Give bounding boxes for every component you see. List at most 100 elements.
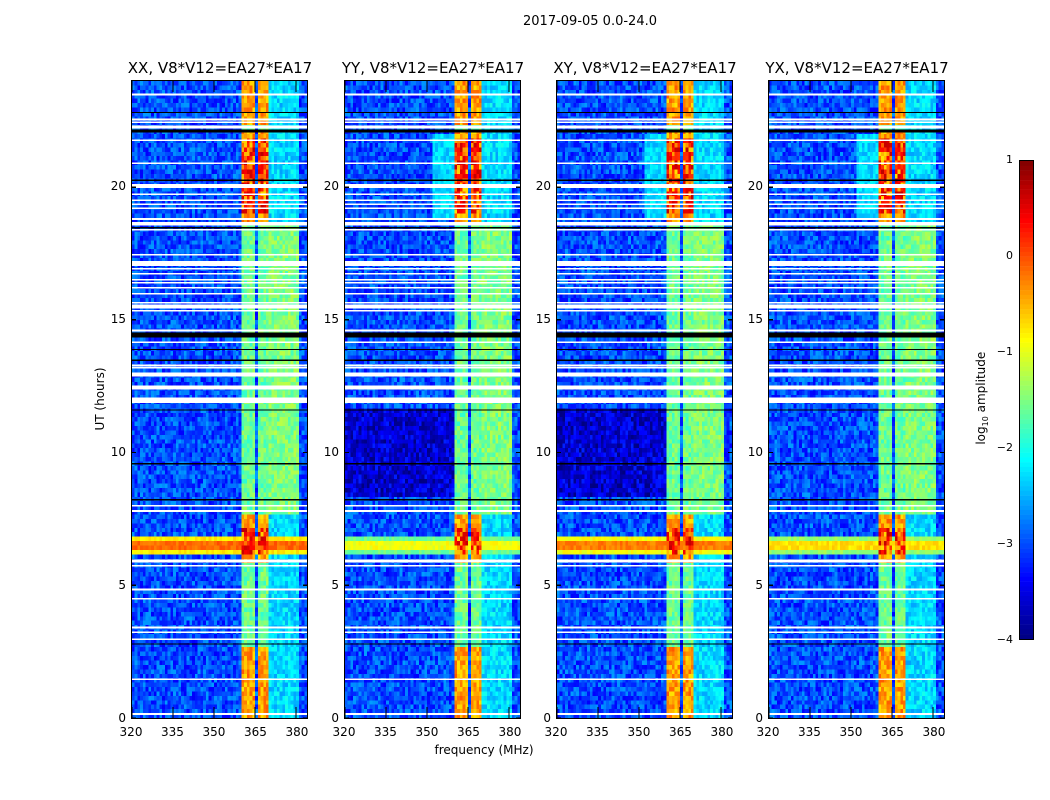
- heatmap-cell: [164, 235, 168, 241]
- heatmap-cell: [301, 94, 305, 99]
- heatmap-cell: [304, 111, 307, 117]
- heatmap-cell: [238, 368, 242, 374]
- heatmap-cell: [192, 390, 195, 396]
- heatmap-cell: [279, 240, 283, 245]
- heatmap-cell: [238, 98, 242, 104]
- heatmap-cell: [296, 346, 299, 351]
- heatmap-cell: [230, 364, 234, 369]
- heatmap-cell: [268, 173, 272, 179]
- heatmap-cell: [276, 249, 280, 254]
- heatmap-cell: [222, 103, 226, 108]
- heatmap-cell: [186, 381, 190, 387]
- heatmap-cell: [290, 218, 294, 223]
- heatmap-cell: [183, 116, 187, 121]
- heatmap-cell: [192, 337, 195, 343]
- heatmap-cell: [246, 151, 250, 157]
- heatmap-cell: [260, 111, 264, 117]
- heatmap-cell: [189, 235, 193, 241]
- heatmap-cell: [241, 196, 245, 201]
- heatmap-cell: [227, 200, 231, 205]
- heatmap-cell: [279, 319, 283, 325]
- heatmap-cell: [132, 337, 135, 343]
- heatmap-cell: [298, 257, 302, 263]
- heatmap-cell: [148, 209, 152, 214]
- heatmap-cell: [276, 368, 280, 374]
- heatmap-cell: [274, 381, 277, 387]
- heatmap-cell: [276, 196, 280, 201]
- heatmap-cell: [296, 395, 299, 400]
- heatmap-cell: [274, 288, 277, 294]
- heatmap-cell: [255, 209, 258, 214]
- heatmap-cell: [304, 213, 307, 219]
- heatmap-cell: [241, 147, 245, 152]
- heatmap-cell: [274, 311, 277, 316]
- heatmap-cell: [192, 231, 195, 236]
- heatmap-cell: [153, 302, 157, 307]
- heatmap-cell: [181, 165, 185, 170]
- heatmap-cell: [142, 103, 146, 108]
- heatmap-cell: [235, 288, 239, 294]
- heatmap-cell: [173, 116, 176, 121]
- heatmap-cell: [211, 377, 215, 382]
- heatmap-cell: [156, 98, 160, 104]
- heatmap-cell: [304, 421, 307, 427]
- heatmap-cell: [230, 412, 234, 418]
- heatmap-cell: [189, 284, 193, 289]
- heatmap-cell: [227, 293, 231, 298]
- heatmap-cell: [285, 89, 288, 95]
- heatmap-cell: [244, 213, 247, 219]
- heatmap-cell: [211, 81, 215, 86]
- heatmap-cell: [156, 200, 160, 205]
- heatmap-cell: [214, 324, 217, 329]
- heatmap-cell: [170, 412, 174, 418]
- heatmap-cell: [151, 235, 154, 241]
- heatmap-cell: [304, 346, 307, 351]
- heatmap-cell: [241, 103, 245, 108]
- heatmap-cell: [279, 359, 283, 365]
- heatmap-cell: [268, 421, 272, 427]
- heatmap-cell: [148, 257, 152, 263]
- heatmap-cell: [197, 89, 201, 95]
- heatmap-cell: [189, 187, 193, 192]
- heatmap-cell: [268, 200, 272, 205]
- heatmap-cell: [156, 134, 160, 139]
- heatmap-cell: [285, 116, 288, 121]
- heatmap-cell: [233, 346, 236, 351]
- heatmap-cell: [260, 169, 264, 174]
- heatmap-cell: [175, 417, 179, 422]
- heatmap-cell: [276, 377, 280, 382]
- heatmap-cell: [162, 288, 165, 294]
- heatmap-cell: [178, 103, 182, 108]
- heatmap-cell: [203, 156, 206, 161]
- heatmap-cell: [219, 169, 223, 174]
- heatmap-cell: [268, 381, 272, 387]
- heatmap-cell: [268, 288, 272, 294]
- heatmap-cell: [246, 306, 250, 312]
- heatmap-cell: [246, 364, 250, 369]
- heatmap-cell: [296, 134, 299, 139]
- heatmap-cell: [205, 107, 209, 113]
- heatmap-cell: [274, 412, 277, 418]
- heatmap-cell: [260, 368, 264, 374]
- heatmap-cell: [222, 204, 226, 210]
- heatmap-cell: [276, 89, 280, 95]
- heatmap-cell: [200, 315, 204, 320]
- heatmap-cell: [263, 403, 267, 409]
- heatmap-cell: [159, 200, 163, 205]
- heatmap-cell: [205, 288, 209, 294]
- heatmap-cell: [224, 235, 228, 241]
- heatmap-cell: [159, 111, 163, 117]
- heatmap-cell: [170, 417, 174, 422]
- heatmap-cell: [216, 364, 220, 369]
- heatmap-cell: [222, 377, 226, 382]
- heatmap-cell: [282, 377, 286, 382]
- heatmap-cell: [265, 319, 269, 325]
- heatmap-cell: [285, 337, 288, 343]
- heatmap-cell: [181, 103, 185, 108]
- heatmap-cell: [224, 359, 228, 365]
- heatmap-cell: [211, 253, 215, 259]
- heatmap-cell: [200, 368, 204, 374]
- heatmap-cell: [298, 288, 302, 294]
- heatmap-cell: [271, 116, 275, 121]
- heatmap-cell: [208, 315, 212, 320]
